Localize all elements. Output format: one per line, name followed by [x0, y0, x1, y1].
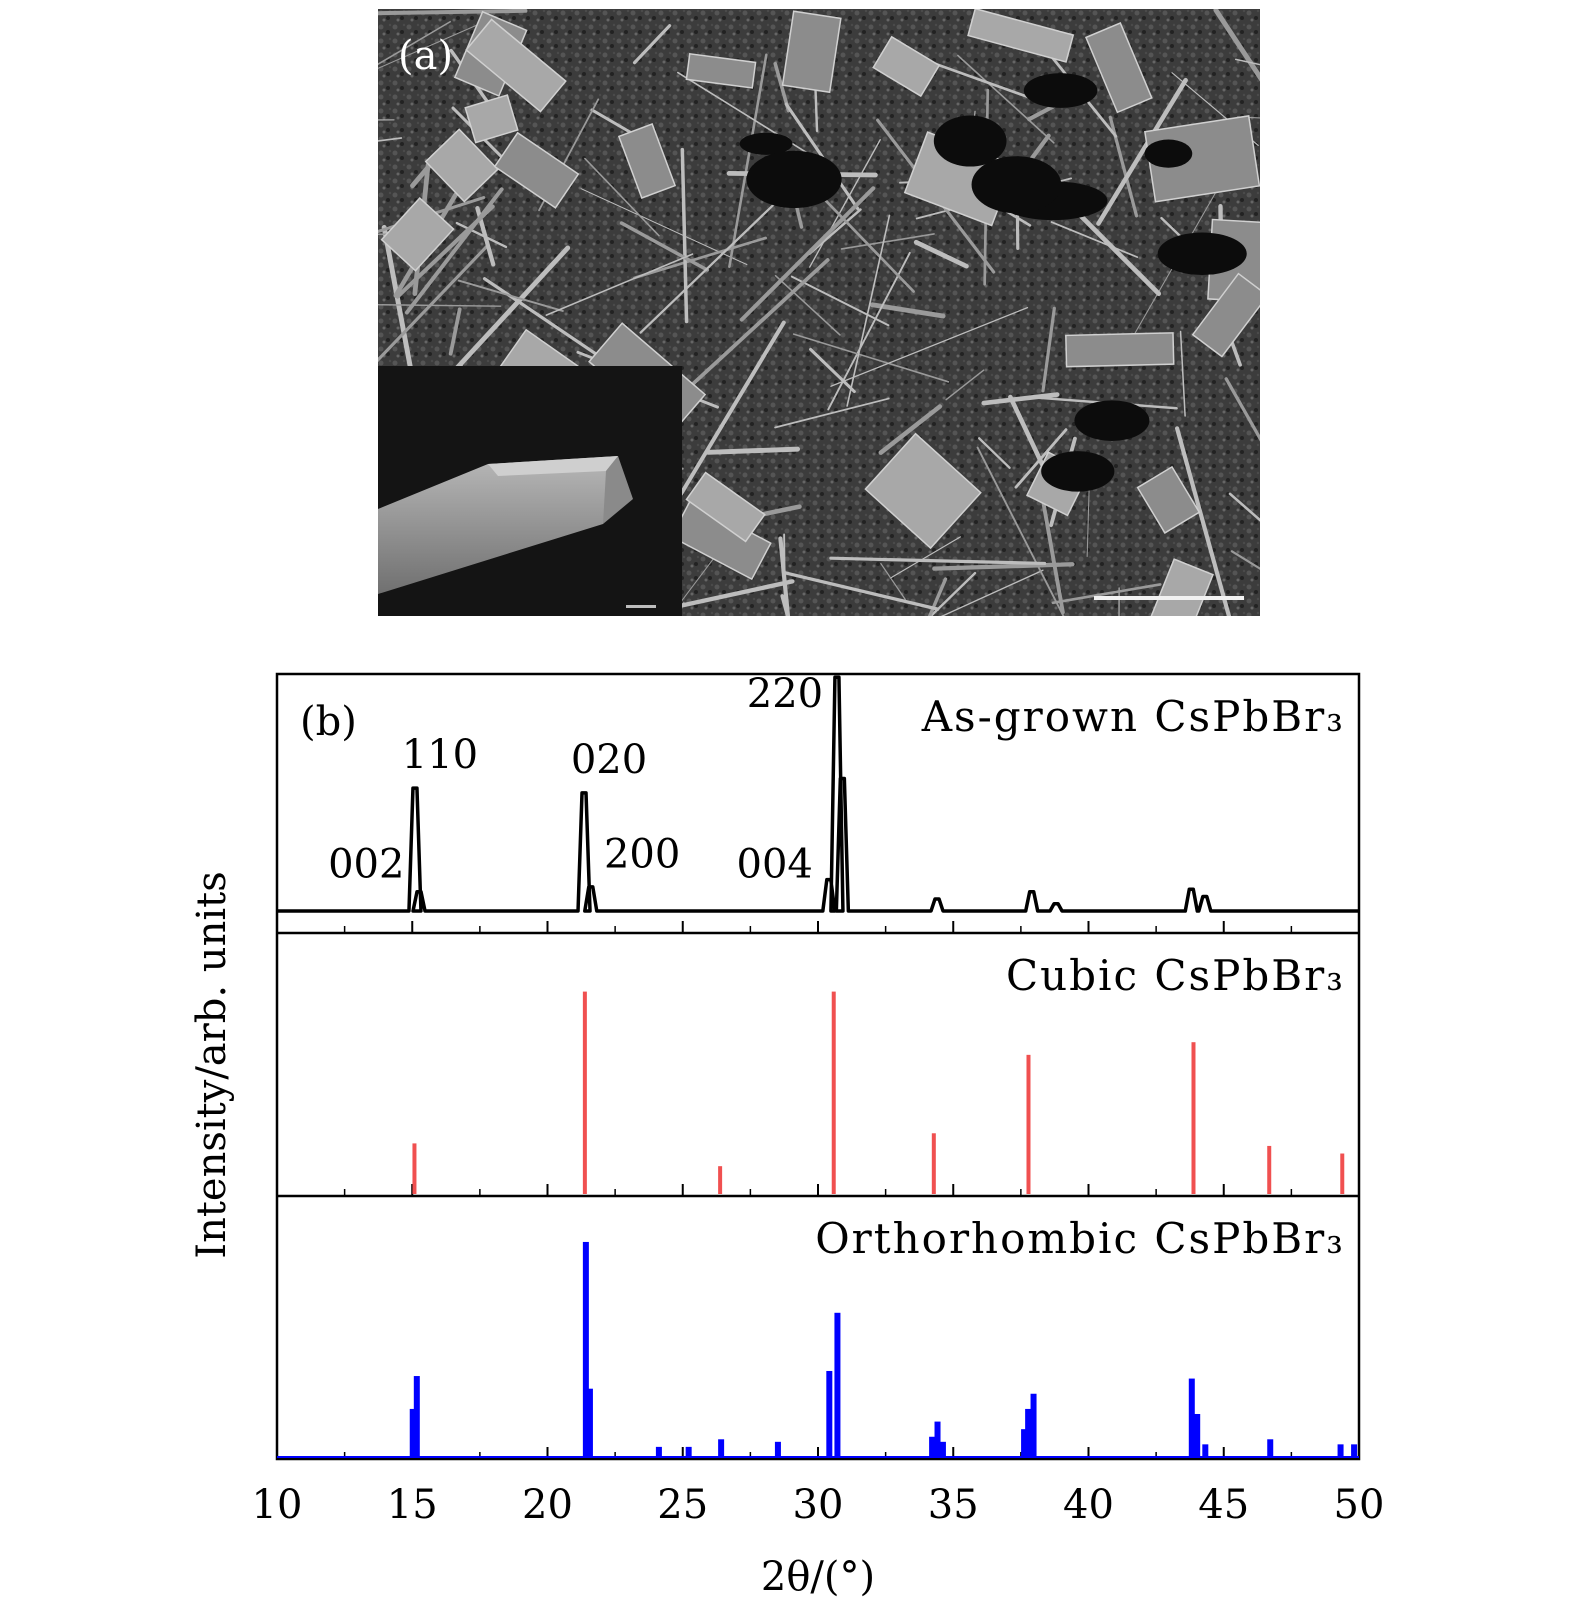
orthorhombic-peak: [939, 1441, 946, 1457]
x-tick-label: 45: [1198, 1482, 1249, 1528]
orthorhombic-peak: [1025, 1408, 1032, 1457]
series-name-label: Cubic CsPbBr₃: [1006, 951, 1345, 1000]
cubic-peak: [1191, 1042, 1196, 1194]
x-tick-label: 35: [928, 1482, 979, 1528]
peak-label: 020: [571, 737, 647, 783]
sem-image: (a): [378, 9, 1260, 616]
orthorhombic-peak: [1021, 1429, 1028, 1457]
cubic-peak: [831, 991, 836, 1194]
plot-frame: [275, 672, 1361, 1461]
orthorhombic-peak: [413, 1376, 420, 1457]
cubic-peak: [718, 1166, 723, 1194]
orthorhombic-peak: [1267, 1439, 1274, 1457]
series-orthorhombic: [277, 1241, 1359, 1458]
x-axis-label: 2θ/(°): [761, 1554, 875, 1600]
orthorhombic-peak: [929, 1436, 936, 1457]
sem-inset: [378, 366, 682, 616]
sem-micrograph: (a): [378, 9, 1260, 616]
orthorhombic-peak: [586, 1388, 593, 1457]
inset-scale-bar: [626, 605, 656, 608]
panel-b-label: (b): [300, 699, 357, 745]
cubic-peak: [931, 1133, 936, 1194]
orthorhombic-peak: [1188, 1378, 1195, 1457]
orthorhombic-peak: [826, 1370, 833, 1457]
series-as-grown: [277, 675, 1359, 913]
x-tick-label: 50: [1334, 1482, 1385, 1528]
cubic-peak: [1340, 1153, 1345, 1194]
cubic-peak: [582, 991, 587, 1194]
orthorhombic-peak: [718, 1439, 725, 1457]
x-tick-label: 40: [1063, 1482, 1114, 1528]
scale-bar: [1094, 596, 1244, 600]
x-tick-label: 25: [657, 1482, 708, 1528]
cubic-peak: [1267, 1145, 1272, 1194]
peak-label: 110: [402, 732, 478, 778]
orthorhombic-peak: [1194, 1413, 1201, 1457]
orthorhombic-peak: [685, 1446, 692, 1457]
peak-label: 220: [747, 671, 823, 717]
peak-label: 004: [737, 841, 813, 887]
series-cubic: [412, 991, 1345, 1194]
orthorhombic-peak: [409, 1408, 416, 1457]
orthorhombic-peak: [934, 1421, 941, 1457]
orthorhombic-peak: [582, 1241, 589, 1457]
x-tick-label: 10: [252, 1482, 303, 1528]
series-name-label: Orthorhombic CsPbBr₃: [815, 1214, 1345, 1263]
chart-text: 110 020 220 002 200 004 As-grown CsPbBr₃ Cubic …: [328, 671, 1345, 1263]
x-tick-label: 30: [793, 1482, 844, 1528]
x-tick-label: 15: [387, 1482, 438, 1528]
orthorhombic-peak: [774, 1441, 781, 1457]
orthorhombic-peak: [1351, 1444, 1358, 1457]
cubic-peak: [1026, 1054, 1031, 1194]
as-grown-pattern: [277, 675, 1359, 913]
panel-a-label: (a): [398, 33, 453, 79]
orthorhombic-peak: [1337, 1444, 1344, 1457]
orthorhombic-peak: [834, 1312, 841, 1457]
x-axis-ticks: 10 15 20 25 30 35 40 45 50: [252, 921, 1385, 1528]
x-tick-label: 20: [522, 1482, 573, 1528]
y-axis-label: Intensity/arb. units: [189, 871, 235, 1258]
peak-label: 200: [604, 832, 680, 878]
series-name-label: As-grown CsPbBr₃: [921, 692, 1345, 741]
peak-label: 002: [328, 841, 404, 887]
orthorhombic-peak: [1202, 1444, 1209, 1457]
orthorhombic-peak: [1030, 1393, 1037, 1457]
orthorhombic-peak: [655, 1446, 662, 1457]
cubic-peak: [412, 1143, 417, 1194]
